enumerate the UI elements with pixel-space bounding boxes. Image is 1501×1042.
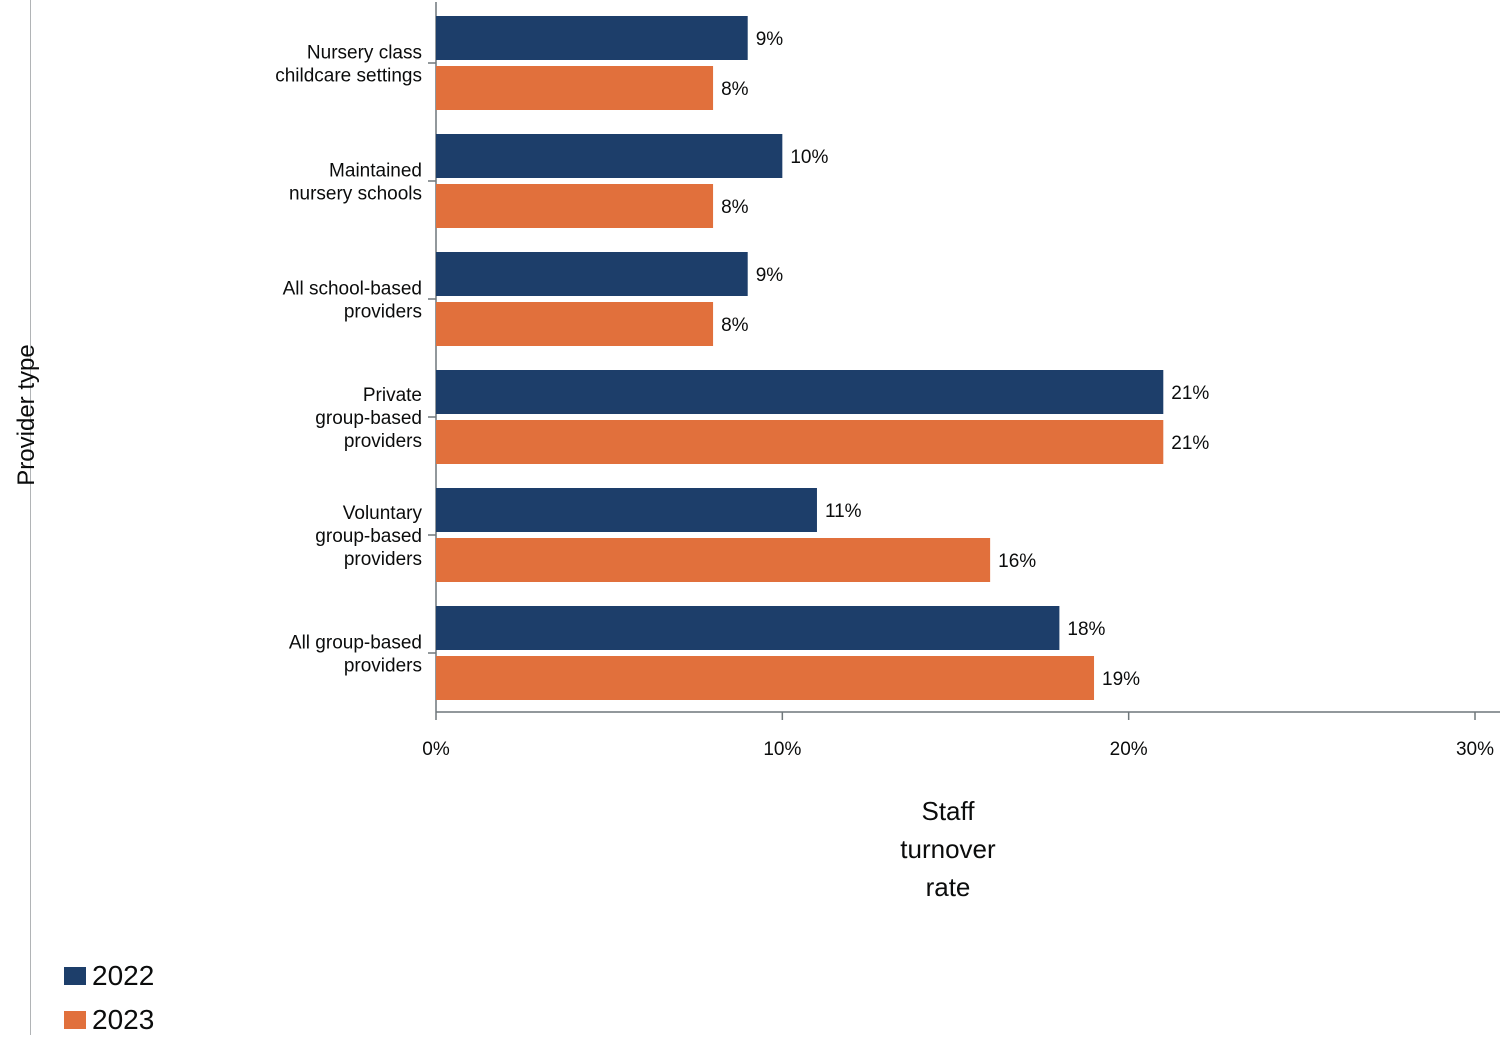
category-label-line: nursery schools bbox=[289, 184, 422, 205]
category-label-4: Voluntary group-based providers bbox=[315, 503, 422, 570]
bar-chart-svg: 9% 8% Nursery class childcare settings 10% 8%… bbox=[13, 2, 1500, 902]
bar-2023-1 bbox=[436, 184, 714, 228]
category-label-line: Private bbox=[363, 385, 422, 406]
legend-label-2023: 2023 bbox=[92, 1004, 155, 1035]
value-label-2022-1: 10% bbox=[790, 147, 828, 168]
bar-2023-5 bbox=[436, 656, 1095, 700]
bar-2022-0 bbox=[436, 16, 748, 60]
category-label-line: Nursery class bbox=[307, 43, 422, 64]
x-axis-title: Staff turnover rate bbox=[900, 796, 996, 902]
category-label-0: Nursery class childcare settings bbox=[275, 43, 422, 87]
x-tick-label-1: 10% bbox=[763, 739, 801, 760]
value-label-2023-0: 8% bbox=[721, 79, 749, 100]
bar-2023-0 bbox=[436, 66, 714, 110]
bar-2022-2 bbox=[436, 252, 748, 296]
category-label-line: All group-based bbox=[289, 633, 422, 654]
category-label-line: providers bbox=[344, 431, 422, 452]
value-label-2022-0: 9% bbox=[756, 29, 784, 50]
category-label-line: group-based bbox=[315, 526, 422, 547]
x-axis-title-line: Staff bbox=[921, 796, 975, 826]
legend-item-2023: 2023 bbox=[64, 998, 154, 1042]
category-label-line: Maintained bbox=[329, 161, 422, 182]
value-label-2023-1: 8% bbox=[721, 197, 749, 218]
x-axis-title-line: rate bbox=[926, 872, 971, 902]
value-label-2023-5: 19% bbox=[1102, 669, 1140, 690]
bar-2022-3 bbox=[436, 370, 1164, 414]
value-label-2022-2: 9% bbox=[756, 265, 784, 286]
bar-2022-5 bbox=[436, 606, 1060, 650]
category-label-5: All group-based providers bbox=[289, 633, 422, 677]
category-label-line: All school-based bbox=[283, 279, 422, 300]
category-label-2: All school-based providers bbox=[283, 279, 422, 323]
category-label-line: providers bbox=[344, 302, 422, 323]
category-label-line: providers bbox=[344, 549, 422, 570]
x-axis-title-line: turnover bbox=[900, 834, 996, 864]
legend-swatch-2022 bbox=[64, 967, 86, 985]
value-label-2022-3: 21% bbox=[1171, 383, 1209, 404]
category-label-line: childcare settings bbox=[275, 66, 422, 87]
x-tick-label-0: 0% bbox=[422, 739, 450, 760]
category-label-line: providers bbox=[344, 656, 422, 677]
legend-swatch-2023 bbox=[64, 1011, 86, 1029]
x-tick-label-2: 20% bbox=[1110, 739, 1148, 760]
y-axis-title: Provider type bbox=[13, 344, 40, 485]
category-label-line: group-based bbox=[315, 408, 422, 429]
category-label-3: Private group-based providers bbox=[315, 385, 422, 452]
left-rule bbox=[30, 0, 31, 1035]
category-label-line: Voluntary bbox=[343, 503, 423, 524]
x-tick-label-3: 30% bbox=[1456, 739, 1494, 760]
value-label-2022-4: 11% bbox=[825, 501, 862, 522]
bar-2022-4 bbox=[436, 488, 817, 532]
value-label-2023-3: 21% bbox=[1171, 433, 1209, 454]
value-label-2023-2: 8% bbox=[721, 315, 749, 336]
legend-item-2022: 2022 bbox=[64, 954, 154, 998]
category-label-1: Maintained nursery schools bbox=[289, 161, 422, 205]
bar-2023-3 bbox=[436, 420, 1164, 464]
legend-label-2022: 2022 bbox=[92, 960, 155, 991]
bar-2023-2 bbox=[436, 302, 714, 346]
value-label-2022-5: 18% bbox=[1067, 619, 1105, 640]
bar-2023-4 bbox=[436, 538, 991, 582]
legend: 2022 2023 bbox=[64, 954, 154, 1042]
bar-2022-1 bbox=[436, 134, 783, 178]
value-label-2023-4: 16% bbox=[998, 551, 1036, 572]
